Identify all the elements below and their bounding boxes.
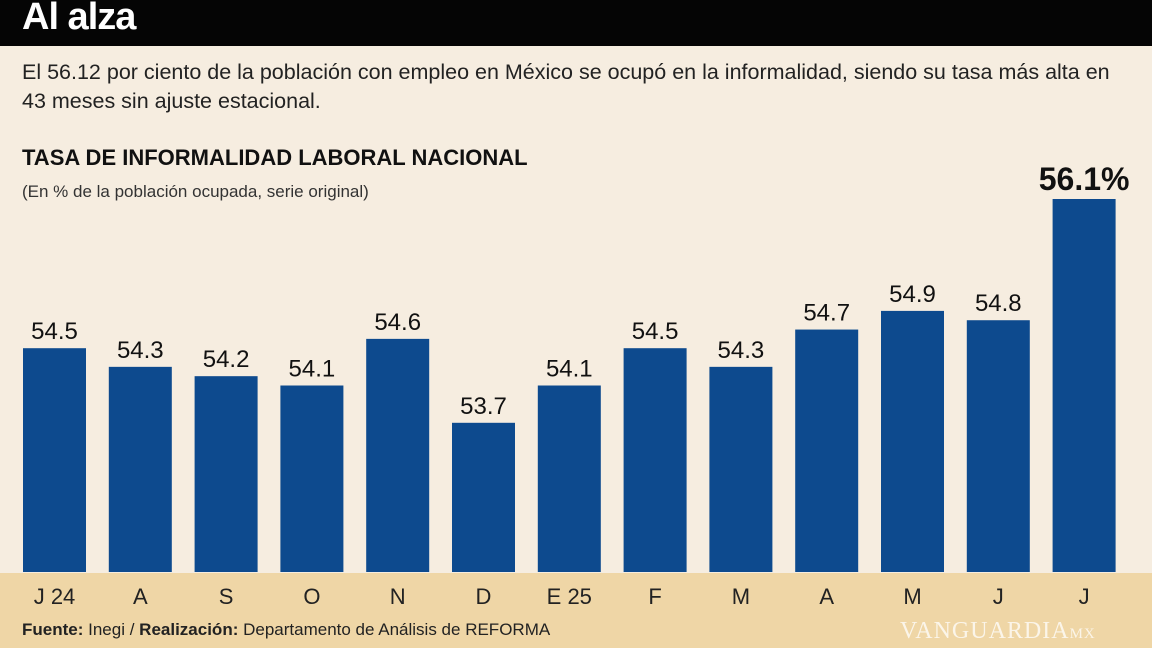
x-tick-label: S — [219, 584, 234, 609]
made-label: Realización: — [139, 620, 239, 639]
data-label: 54.5 — [632, 318, 679, 345]
data-label: 54.9 — [889, 281, 936, 308]
x-tick-label: A — [819, 584, 834, 609]
header-bar: Al alza — [0, 0, 1152, 46]
data-label: 54.2 — [203, 346, 250, 373]
watermark-suffix: MX — [1069, 626, 1096, 642]
bar — [537, 385, 601, 572]
source-label: Fuente: — [22, 620, 84, 639]
x-tick-label: M — [903, 584, 921, 609]
x-tick-label: O — [303, 584, 320, 609]
x-tick-label: F — [648, 584, 661, 609]
bar — [366, 338, 430, 572]
bar — [709, 366, 773, 572]
data-label: 54.5 — [31, 318, 78, 345]
bar — [23, 348, 86, 572]
x-tick-label: A — [133, 584, 148, 609]
bar — [1052, 199, 1116, 572]
x-tick-label: N — [390, 584, 406, 609]
x-tick-label: D — [476, 584, 492, 609]
axis-band — [0, 573, 1152, 648]
header-title: Al alza — [22, 0, 136, 38]
bar — [966, 320, 1030, 572]
x-tick-label: E 25 — [547, 584, 592, 609]
bar — [452, 422, 515, 572]
data-label: 54.8 — [975, 290, 1022, 317]
chart-title: TASA DE INFORMALIDAD LABORAL NACIONAL — [22, 145, 528, 170]
x-tick-label: J — [1079, 584, 1090, 609]
data-label: 54.1 — [546, 356, 593, 383]
data-label: 54.6 — [374, 309, 421, 336]
data-label: 54.3 — [117, 337, 164, 364]
bar — [623, 348, 687, 572]
watermark-logo: VANGUARDIAMX — [900, 617, 1096, 648]
data-label: 54.7 — [803, 300, 850, 327]
x-tick-label: J 24 — [34, 584, 76, 609]
bar — [108, 366, 172, 572]
bar — [280, 385, 344, 572]
bar — [194, 376, 258, 572]
data-label: 54.3 — [718, 337, 765, 364]
data-label: 54.1 — [289, 356, 336, 383]
x-tick-label: M — [732, 584, 750, 609]
x-tick-label: J — [993, 584, 1004, 609]
chart-subtitle: (En % de la población ocupada, serie ori… — [22, 182, 369, 201]
source-value: Inegi / — [88, 620, 135, 639]
watermark-main: VANGUARDIA — [900, 618, 1070, 644]
made-value: Departamento de Análisis de REFORMA — [243, 620, 551, 639]
bar — [881, 310, 944, 572]
data-label: 53.7 — [460, 393, 507, 420]
intro-text: El 56.12 por ciento de la población con … — [22, 60, 1110, 113]
bar — [795, 329, 859, 572]
source-note: Fuente: Inegi / Realización: Departament… — [22, 620, 550, 640]
data-label: 56.1% — [1039, 161, 1130, 197]
